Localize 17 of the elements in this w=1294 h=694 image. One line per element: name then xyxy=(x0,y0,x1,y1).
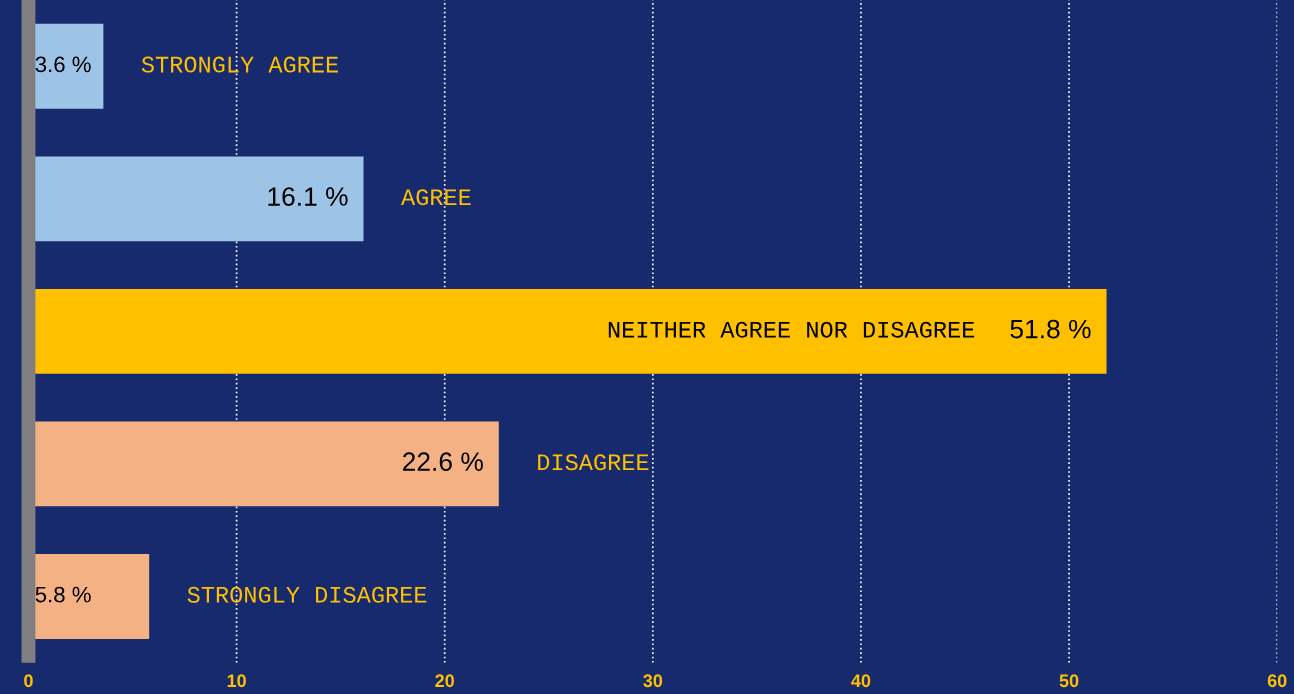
data-label: 51.8 % xyxy=(1010,319,1091,339)
y-tick-label: STRONGLY AGREE xyxy=(141,56,338,73)
x-tick-label: 40 xyxy=(851,674,871,688)
y-tick-label: NEITHER AGREE NOR DISAGREE xyxy=(608,321,975,338)
y-tick-label: DISAGREE xyxy=(538,454,649,471)
data-label: 5.8 % xyxy=(35,586,91,603)
x-tick-label: 0 xyxy=(24,674,33,688)
x-tick-label: 20 xyxy=(435,674,455,688)
x-tick-label: 10 xyxy=(227,674,246,688)
y-tick-label: STRONGLY DISAGREE xyxy=(187,586,427,603)
data-label: 16.1 % xyxy=(268,187,348,206)
data-label: 3.6 % xyxy=(35,56,91,73)
data-label: 22.6 % xyxy=(403,452,483,472)
x-tick-label: 50 xyxy=(1059,674,1079,688)
x-tick-label: 60 xyxy=(1267,674,1287,688)
y-tick-label: AGREE xyxy=(401,189,471,206)
x-tick-label: 30 xyxy=(643,674,663,688)
